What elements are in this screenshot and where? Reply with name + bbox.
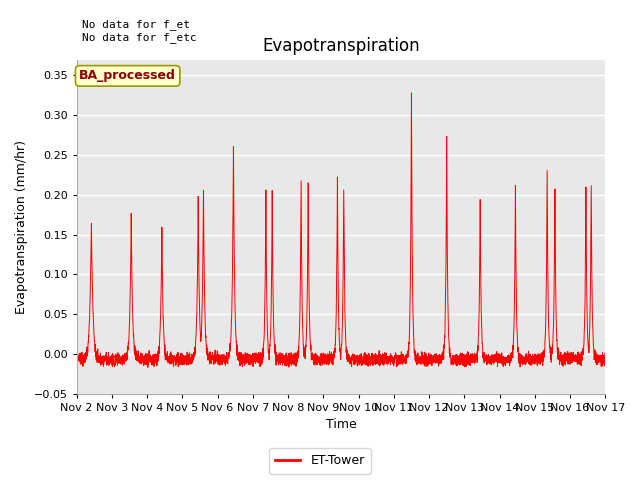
Text: No data for f_et
No data for f_etc: No data for f_et No data for f_etc xyxy=(82,19,196,43)
Text: BA_processed: BA_processed xyxy=(79,70,176,83)
Legend: ET-Tower: ET-Tower xyxy=(269,448,371,474)
X-axis label: Time: Time xyxy=(326,419,356,432)
Title: Evapotranspiration: Evapotranspiration xyxy=(262,37,420,55)
Y-axis label: Evapotranspiration (mm/hr): Evapotranspiration (mm/hr) xyxy=(15,140,28,313)
